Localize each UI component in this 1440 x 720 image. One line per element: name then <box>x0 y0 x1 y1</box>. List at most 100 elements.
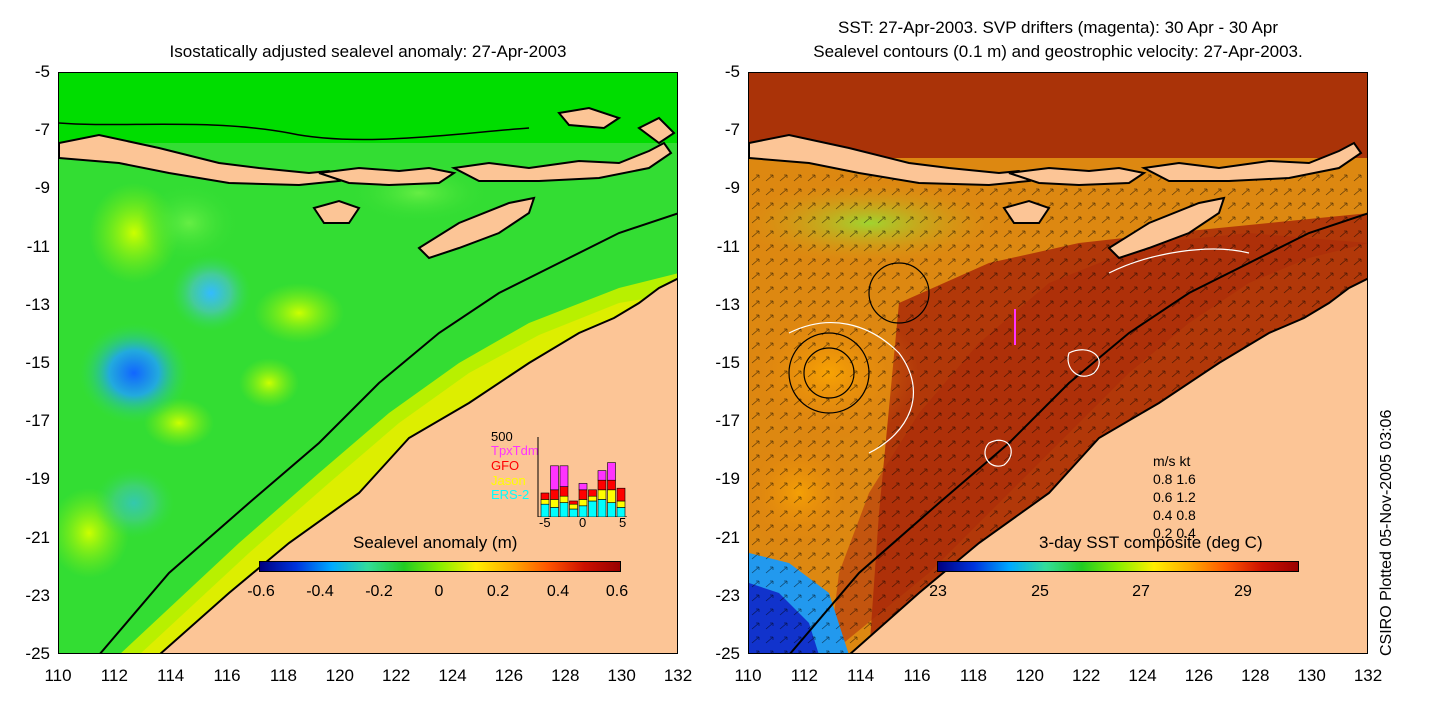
longitude-tick: 114 <box>157 666 185 685</box>
histogram-bar-segment <box>607 502 616 517</box>
longitude-tick: 122 <box>381 666 411 685</box>
longitude-tick: 120 <box>1015 666 1044 685</box>
longitude-tick: 130 <box>1297 666 1326 685</box>
mission-gfo-label: GFO <box>491 458 520 473</box>
longitude-tick: 124 <box>438 666 467 685</box>
longitude-tick: 128 <box>1241 666 1270 685</box>
latitude-tick: -21 <box>715 527 740 547</box>
histogram-bar-segment <box>569 503 578 510</box>
sst-map-canvas <box>749 73 1367 653</box>
longitude-tick: 118 <box>959 666 987 685</box>
longitude-tick: 126 <box>1184 666 1214 685</box>
histogram-bar-segment <box>550 489 559 500</box>
velocity-legend-row: 0.8 1.6 <box>1153 471 1196 487</box>
latitude-tick: -21 <box>25 527 50 547</box>
histogram-bar-segment <box>569 508 578 517</box>
latitude-tick: -19 <box>25 469 50 489</box>
latitude-tick: -5 <box>724 62 740 81</box>
mission-tpxtdm-label: TpxTdm <box>491 443 539 458</box>
histogram-bar-segment <box>597 470 607 481</box>
histogram-bar-segment <box>597 489 607 500</box>
sealevel-anomaly-map-canvas <box>59 73 677 653</box>
longitude-tick: 112 <box>790 666 818 685</box>
latitude-tick: -17 <box>715 411 740 431</box>
sst-colorbar-tick: 27 <box>1132 583 1150 600</box>
longitude-tick: 112 <box>100 666 128 685</box>
altimeter-histogram <box>537 437 627 517</box>
histogram-bar-segment <box>569 500 578 505</box>
sla-colorbar-tick: -0.6 <box>247 583 275 600</box>
inset-ymax-label: 500 <box>491 429 513 444</box>
latitude-tick: -25 <box>25 644 50 663</box>
histogram-bar-segment <box>559 502 569 517</box>
mission-jason-label: Jason <box>491 473 526 488</box>
latitude-tick: -7 <box>724 120 740 140</box>
histogram-bar-segment <box>588 500 597 517</box>
sla-colorbar-tick: -0.4 <box>306 583 334 600</box>
sst-colorbar-tick: 29 <box>1234 583 1252 600</box>
histogram-bar-segment <box>607 462 616 481</box>
sst-map: m/s kt 0.8 1.6 0.6 1.2 0.4 0.8 0.2 0.4 3… <box>748 72 1368 654</box>
histogram-bar-segment <box>607 479 616 491</box>
inset-xtick: 0 <box>579 515 587 530</box>
sla-colorbar-tick: 0.6 <box>605 583 629 600</box>
latitude-tick: -17 <box>25 411 50 431</box>
histogram-bar-segment <box>550 507 559 517</box>
histogram-bar-segment <box>559 486 569 497</box>
right-map-title-line2: Sealevel contours (0.1 m) and geostrophi… <box>813 42 1303 61</box>
latitude-tick: -7 <box>34 120 50 140</box>
histogram-bar-segment <box>616 500 626 508</box>
latitude-tick: -15 <box>25 353 50 372</box>
histogram-axis <box>537 437 627 517</box>
histogram-bar-segment <box>588 489 597 497</box>
longitude-tick: 124 <box>1128 666 1157 685</box>
histogram-bar-segment <box>597 479 607 491</box>
longitude-tick: 122 <box>1071 666 1101 685</box>
inset-xtick: 5 <box>619 515 627 530</box>
latitude-tick: -23 <box>715 585 740 605</box>
histogram-bar-segment <box>588 495 597 502</box>
latitude-tick: -13 <box>25 294 50 314</box>
velocity-legend-header: m/s kt <box>1153 453 1191 469</box>
latitude-tick: -19 <box>715 469 740 489</box>
histogram-bar-segment <box>578 489 588 500</box>
histogram-bar-segment <box>550 465 559 491</box>
latitude-tick: -9 <box>34 178 50 198</box>
altimeter-mission-legend: 500 TpxTdm GFO Jason ERS-2 -5 0 5 <box>489 429 627 530</box>
histogram-bar-segment <box>578 483 588 491</box>
mission-ers2-label: ERS-2 <box>491 487 530 502</box>
sla-colorbar-tick: 0 <box>434 583 444 600</box>
sst-colorbar <box>937 561 1299 572</box>
longitude-tick: 118 <box>269 666 297 685</box>
latitude-tick: -23 <box>25 585 50 605</box>
inset-xtick: -5 <box>539 515 551 530</box>
sla-colorbar-tick: -0.2 <box>365 583 393 600</box>
longitude-tick: 114 <box>847 666 875 685</box>
sla-colorbar-tick: 0.4 <box>546 583 570 600</box>
sst-colorbar-tick: 25 <box>1031 583 1049 600</box>
longitude-tick: 126 <box>494 666 524 685</box>
sla-colorbar-tick: 0.2 <box>486 583 510 600</box>
histogram-bar-segment <box>540 492 550 500</box>
histogram-bar-segment <box>578 499 588 507</box>
histogram-bar-segment <box>559 465 569 487</box>
histogram-bar-segment <box>540 499 550 505</box>
right-map-title-line1: SST: 27-Apr-2003. SVP drifters (magenta)… <box>837 18 1279 37</box>
latitude-tick: -11 <box>716 236 740 256</box>
latitude-tick: -25 <box>715 644 740 663</box>
latitude-tick: -15 <box>715 353 740 372</box>
histogram-bar-segment <box>616 487 626 502</box>
sealevel-anomaly-map: 500 TpxTdm GFO Jason ERS-2 -5 0 5 Sealev… <box>58 72 678 654</box>
velocity-legend-row: 0.2 0.4 <box>1153 525 1196 541</box>
histogram-bar-segment <box>597 499 607 517</box>
longitude-tick: 110 <box>734 666 762 685</box>
latitude-tick: -13 <box>715 294 740 314</box>
latitude-tick: -11 <box>26 236 50 256</box>
longitude-tick: 130 <box>607 666 636 685</box>
sla-colorbar <box>259 561 621 572</box>
histogram-bar-segment <box>550 499 559 508</box>
longitude-tick: 116 <box>213 666 241 685</box>
plot-credit: CSIRO Plotted 05-Nov-2005 03:06 <box>1378 409 1395 656</box>
longitude-tick: 128 <box>551 666 580 685</box>
velocity-legend-row: 0.6 1.2 <box>1153 489 1196 505</box>
